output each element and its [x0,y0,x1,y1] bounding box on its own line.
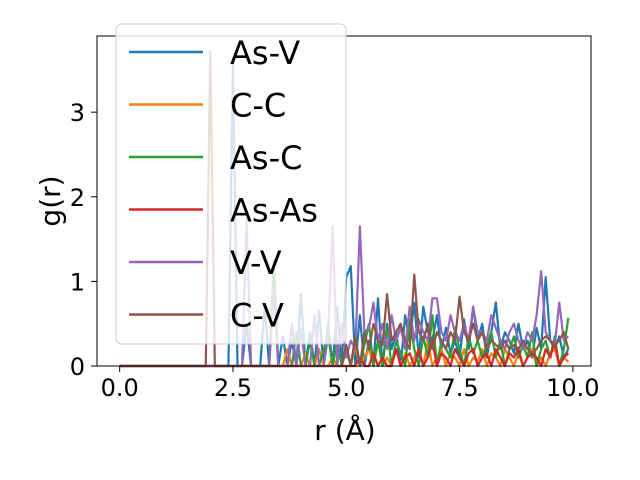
x-axis-label: r (Å) [314,413,375,447]
legend-label: As-As [230,192,318,230]
legend-label: C-V [230,297,284,335]
legend-label: C-C [230,87,286,125]
y-tick-label: 1 [70,268,85,296]
legend-label: As-C [230,139,302,177]
x-tick-label: 5.0 [327,374,365,402]
legend-label: V-V [230,244,282,282]
y-axis-label: g(r) [34,175,67,226]
y-tick-label: 2 [70,184,85,212]
x-axis-ticks: 0.0 2.5 5.0 7.5 10.0 [101,366,600,402]
x-tick-label: 0.0 [101,374,139,402]
x-tick-label: 10.0 [546,374,599,402]
legend[interactable]: As-V C-C As-C As-As V-V C-V [115,23,347,345]
x-tick-label: 7.5 [440,374,478,402]
y-tick-label: 0 [70,353,85,381]
y-axis-ticks: 0 1 2 3 [70,99,97,381]
x-tick-label: 2.5 [214,374,252,402]
y-tick-label: 3 [70,99,85,127]
legend-label: As-V [230,34,300,72]
